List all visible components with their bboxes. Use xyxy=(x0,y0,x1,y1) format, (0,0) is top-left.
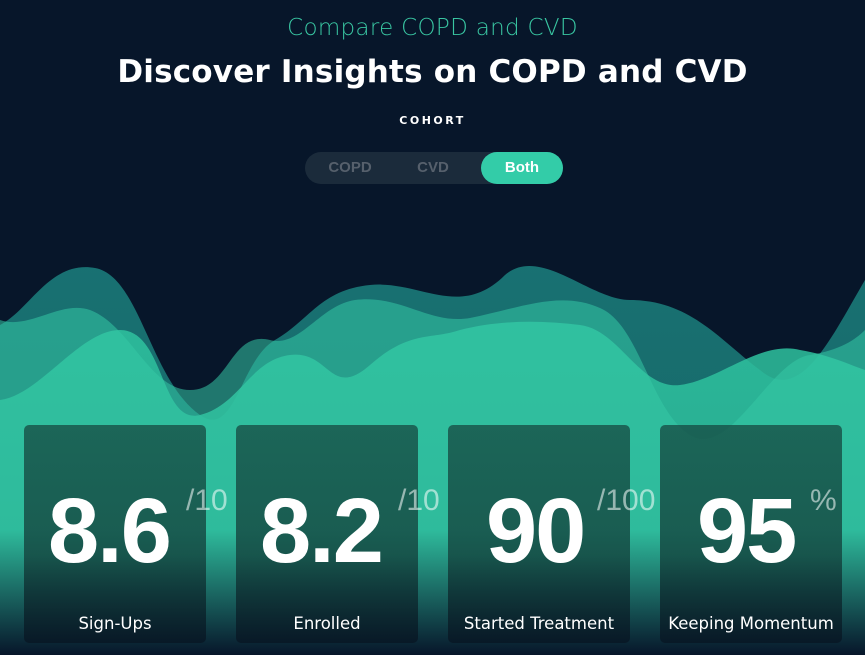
stat-unit: /10 xyxy=(186,484,228,517)
page-subtitle: Compare COPD and CVD xyxy=(287,15,578,41)
stat-value: 8.6 xyxy=(48,480,172,582)
stat-label: Keeping Momentum xyxy=(668,614,834,633)
cohort-toggle: COPD CVD Both xyxy=(305,152,563,184)
stat-unit: /10 xyxy=(398,484,440,517)
stat-unit: % xyxy=(810,484,837,517)
toggle-option-copd[interactable]: COPD xyxy=(328,159,372,176)
stat-value: 90 xyxy=(486,480,586,582)
toggle-option-both[interactable]: Both xyxy=(481,152,563,184)
stat-unit: /100 xyxy=(597,484,656,517)
stat-label: Started Treatment xyxy=(463,614,615,633)
stat-card-keeping-momentum xyxy=(660,425,842,643)
page-title: Discover Insights on COPD and CVD xyxy=(117,54,748,90)
stat-label: Sign-Ups xyxy=(78,614,152,633)
cohort-label: COHORT xyxy=(399,114,466,127)
stat-value: 8.2 xyxy=(260,480,384,582)
stat-label: Enrolled xyxy=(293,614,361,633)
stat-card-sign-ups xyxy=(24,425,206,643)
stat-value: 95 xyxy=(697,480,797,582)
stat-card-started-treatment xyxy=(448,425,630,643)
toggle-option-cvd[interactable]: CVD xyxy=(417,159,449,176)
stat-card-enrolled xyxy=(236,425,418,643)
